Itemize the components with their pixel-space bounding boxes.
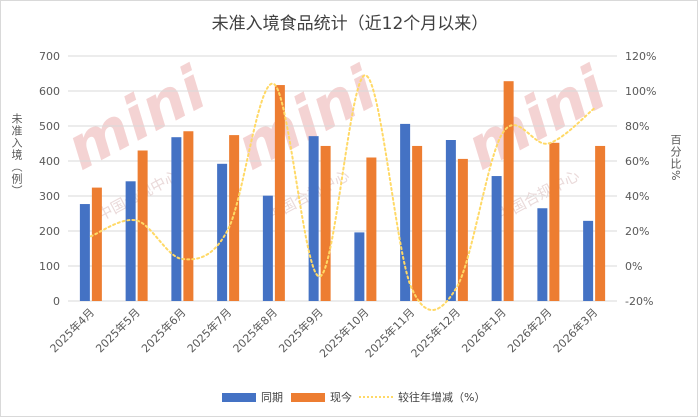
y-tick-label: 0: [53, 295, 60, 308]
bar-series-1: [400, 123, 411, 302]
y-tick-label: 600: [39, 85, 60, 98]
y2-tick-label: 20%: [625, 225, 649, 238]
watermark-logo: mini: [455, 53, 618, 184]
x-tick-label: 2025年7月: [184, 305, 234, 355]
bar-series-1: [171, 137, 182, 301]
bar-series-2: [183, 131, 194, 301]
x-tick-label: 2025年6月: [138, 305, 188, 355]
y2-axis-label: 百分比%: [669, 134, 682, 182]
legend-label-series-2: 现今: [330, 391, 352, 404]
y-tick-label: 200: [39, 225, 60, 238]
y-tick-label: 700: [39, 50, 60, 63]
bar-series-1: [583, 220, 594, 301]
legend-swatch-series-3: [359, 396, 393, 398]
y-tick-label: 300: [39, 190, 60, 203]
bar-series-1: [262, 195, 273, 301]
bar-series-2: [457, 158, 468, 301]
bar-series-1: [79, 204, 90, 301]
bar-series-2: [503, 81, 514, 301]
bar-series-2: [274, 85, 285, 301]
bar-series-2: [549, 142, 560, 301]
legend: 同期 现今 较往年增减（%）: [1, 389, 698, 405]
legend-item-series-3: 较往年增减（%）: [359, 389, 485, 405]
bar-series-1: [445, 140, 456, 301]
bar-series-2: [412, 145, 423, 301]
y2-tick-label: 100%: [625, 85, 656, 98]
y2-tick-label: 80%: [625, 120, 649, 133]
y-axis-label: 未准入境（例）: [10, 113, 23, 197]
y-tick-label: 100: [39, 260, 60, 273]
x-tick-label: 2025年4月: [47, 305, 97, 355]
bar-series-2: [229, 135, 240, 301]
legend-label-series-1: 同期: [261, 391, 283, 404]
line-series-3: [89, 74, 596, 311]
x-tick-label: 2025年9月: [276, 305, 326, 355]
bar-series-2: [595, 145, 606, 301]
y2-tick-label: 0%: [625, 260, 642, 273]
x-tick-label: 2026年3月: [550, 305, 600, 355]
legend-item-series-1: 同期: [222, 389, 283, 405]
y2-tick-label: 120%: [625, 50, 656, 63]
x-tick-label: 2026年2月: [504, 305, 554, 355]
x-tick-label: 2025年8月: [230, 305, 280, 355]
bar-series-1: [308, 136, 319, 301]
bar-series-1: [354, 232, 365, 301]
x-tick-label: 2025年12月: [408, 305, 463, 360]
x-tick-label: 2026年1月: [459, 305, 509, 355]
bar-series-2: [137, 150, 148, 301]
bar-series-1: [491, 176, 502, 301]
y2-tick-label: -20%: [625, 295, 653, 308]
watermark-logo: mini: [55, 53, 218, 184]
legend-swatch-series-2: [291, 392, 325, 402]
y2-tick-label: 60%: [625, 155, 649, 168]
watermark-logo: mini: [225, 53, 388, 184]
y2-tick-label: 40%: [625, 190, 649, 203]
bar-series-2: [91, 187, 102, 301]
bar-series-1: [537, 208, 548, 301]
chart-title: 未准入境食品统计（近12个月以来）: [211, 14, 489, 34]
bar-series-1: [125, 181, 136, 301]
x-tick-label: 2025年5月: [93, 305, 143, 355]
y-tick-label: 400: [39, 155, 60, 168]
bar-series-2: [366, 157, 377, 301]
y-tick-label: 500: [39, 120, 60, 133]
legend-label-series-3: 较往年增减（%）: [398, 391, 486, 404]
legend-swatch-series-1: [222, 392, 256, 402]
bar-series-2: [320, 145, 331, 301]
legend-item-series-2: 现今: [291, 389, 352, 405]
bar-series-1: [217, 163, 228, 301]
